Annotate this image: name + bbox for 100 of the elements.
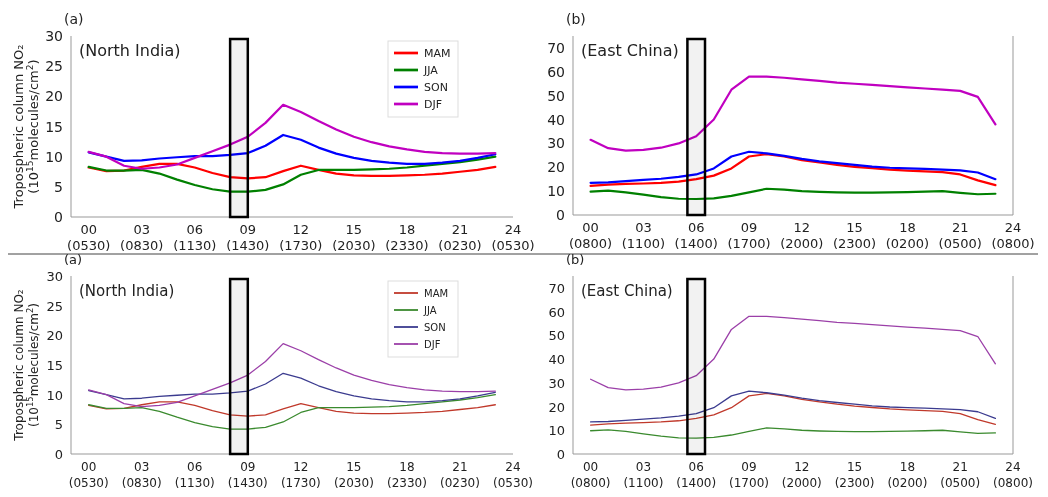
y-tick-label: 0 — [556, 207, 565, 223]
x-tick-label: 24 — [504, 222, 522, 237]
legend-label: SON — [424, 81, 448, 94]
chart-title: (a) — [64, 11, 84, 27]
text: (0530) — [491, 238, 535, 253]
x-tick-label: 03 — [635, 460, 652, 474]
x-tick-label: 09 — [239, 222, 257, 237]
text: (0830) — [121, 476, 162, 490]
y-tick-label: 15 — [45, 118, 63, 135]
line-series — [88, 372, 496, 403]
text: (0530) — [68, 476, 109, 490]
text: (1700) — [729, 476, 769, 490]
y-tick-label: 0 — [556, 447, 565, 462]
y-tick-label: 30 — [548, 375, 565, 391]
text: (2030) — [333, 476, 374, 490]
text: (0530) — [67, 238, 111, 253]
y-tick-label: 20 — [45, 88, 63, 105]
x-tick-label: 09 — [740, 220, 758, 235]
chart-subtitle: (North India) — [79, 282, 175, 300]
x-tick-label: 18 — [399, 460, 415, 474]
text: (0230) — [438, 238, 482, 253]
chart-title: (b) — [566, 11, 586, 27]
chart-subtitle: (North India) — [79, 41, 181, 60]
y-tick-label: 60 — [547, 63, 565, 80]
line-series — [589, 427, 997, 439]
x-tick-label: 12 — [292, 222, 310, 237]
y-tick-label: 25 — [45, 58, 63, 75]
y-tick-label: 50 — [548, 328, 565, 344]
line-series — [87, 155, 497, 193]
text: (2030) — [332, 238, 376, 253]
x-tick-label: 18 — [398, 222, 416, 237]
y-tick-label: 70 — [547, 39, 565, 56]
x-tick-label: 12 — [794, 460, 810, 474]
text: (1730) — [280, 476, 321, 490]
chart-subtitle: (East China) — [581, 282, 673, 300]
line-series — [88, 394, 496, 430]
chart-subtitle: (East China) — [581, 41, 679, 60]
line-series — [88, 342, 496, 408]
x-tick-label: 06 — [687, 220, 705, 235]
y-tick-label: 60 — [548, 304, 565, 320]
x-tick-label: 21 — [951, 220, 969, 235]
x-tick-label: 09 — [741, 460, 757, 474]
text: (1130) — [174, 476, 215, 490]
y-tick-label: 20 — [548, 399, 565, 415]
y-tick-label: 10 — [45, 148, 63, 165]
line-series — [589, 75, 997, 152]
y-tick-label: 5 — [54, 417, 63, 433]
x-tick-label: 24 — [1004, 220, 1022, 235]
y-tick-label: 70 — [548, 280, 565, 296]
y-tick-label: 40 — [547, 111, 565, 128]
line-series — [87, 133, 497, 166]
y-tick-label: 0 — [54, 447, 63, 462]
text: (1730) — [279, 238, 323, 253]
text: (0800) — [991, 236, 1035, 251]
text: (0530) — [493, 476, 533, 490]
legend-label: DJF — [424, 98, 443, 111]
y-tick-label: 30 — [45, 28, 63, 44]
x-tick-label: 15 — [346, 460, 362, 474]
text: (1430) — [227, 476, 268, 490]
legend-label: SON — [424, 322, 446, 333]
x-tick-label: 12 — [793, 220, 811, 235]
x-tick-label: 24 — [505, 460, 521, 474]
text: (0200) — [887, 476, 928, 490]
x-tick-label: 18 — [899, 220, 916, 235]
legend-label: MAM — [424, 47, 451, 60]
x-tick-label: 00 — [80, 222, 97, 237]
text: (1400) — [676, 476, 717, 490]
y-tick-label: 10 — [547, 183, 565, 200]
y-tick-label: 50 — [547, 87, 565, 104]
text: (0500) — [938, 236, 982, 251]
y-tick-label: 10 — [548, 423, 565, 439]
text: (0200) — [885, 236, 930, 251]
x-tick-label: 21 — [451, 222, 469, 237]
line-series — [88, 401, 496, 417]
x-tick-label: 00 — [81, 460, 97, 474]
y-tick-label: 0 — [54, 209, 63, 225]
y-tick-label: 30 — [547, 135, 565, 152]
x-tick-label: 15 — [846, 220, 863, 235]
text: (0830) — [120, 238, 164, 253]
text: (0800) — [568, 236, 613, 251]
x-tick-label: 09 — [240, 460, 256, 474]
x-tick-label: 06 — [187, 460, 203, 474]
x-tick-label: 00 — [582, 460, 599, 474]
text: (0800) — [570, 476, 611, 490]
text: (1100) — [621, 236, 666, 251]
y-tick-label: 10 — [46, 387, 63, 403]
x-tick-label: 15 — [846, 460, 863, 474]
x-tick-label: 06 — [688, 460, 704, 474]
chart-title: (b) — [566, 252, 585, 267]
text: (1430) — [226, 238, 270, 253]
text: (0500) — [940, 476, 981, 490]
text: (2330) — [386, 476, 427, 490]
text: (2300) — [832, 236, 877, 251]
y-tick-label: 25 — [46, 298, 63, 314]
x-tick-label: 00 — [582, 220, 599, 235]
text: (1400) — [674, 236, 718, 251]
x-tick-label: 18 — [899, 460, 916, 474]
x-tick-label: 03 — [635, 220, 652, 235]
y-tick-label: 30 — [46, 269, 63, 284]
legend-label: JJA — [423, 305, 437, 316]
